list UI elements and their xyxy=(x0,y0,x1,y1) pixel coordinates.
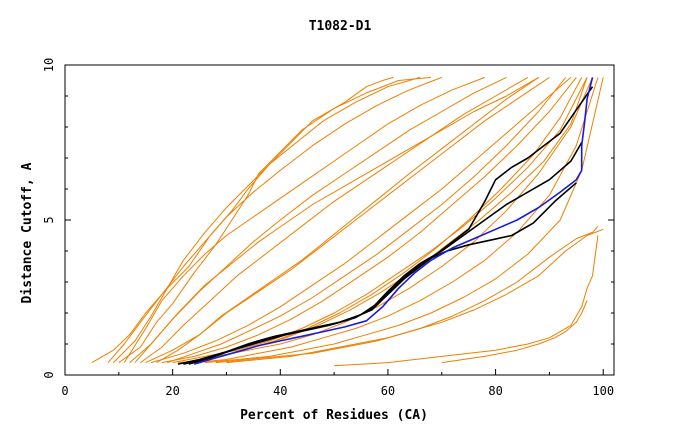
model-curve-12 xyxy=(194,77,599,364)
model-curve-23 xyxy=(441,300,588,364)
y-tick-label: 10 xyxy=(42,58,56,72)
highlight-curve-3 xyxy=(188,182,577,365)
model-curve-22 xyxy=(334,235,599,367)
model-curve-8 xyxy=(161,77,577,364)
x-tick-label: 60 xyxy=(381,384,395,398)
x-tick-label: 20 xyxy=(165,384,179,398)
model-curve-2 xyxy=(107,76,442,363)
highlight-curve-4 xyxy=(193,77,594,365)
x-axis-ticks: 0 20 40 60 80 100 xyxy=(61,369,614,398)
x-tick-label: 40 xyxy=(273,384,287,398)
x-tick-label: 80 xyxy=(488,384,502,398)
plot-area xyxy=(91,76,604,367)
y-tick-label: 5 xyxy=(42,216,56,223)
model-curve-3 xyxy=(118,76,432,364)
model-curve-21 xyxy=(226,225,599,364)
x-axis-label: Percent of Residues (CA) xyxy=(240,408,428,423)
model-curve-19 xyxy=(113,76,421,363)
model-curve-10 xyxy=(134,76,539,363)
model-curve-1 xyxy=(91,76,394,364)
y-tick-label: 0 xyxy=(42,371,56,378)
y-axis-label: Distance Cutoff, A xyxy=(20,162,35,303)
model-curve-15 xyxy=(123,76,485,363)
model-curve-17 xyxy=(167,77,566,364)
highlight-curve-1 xyxy=(177,86,594,365)
model-curve-5 xyxy=(140,76,529,364)
x-tick-label: 100 xyxy=(592,384,614,398)
model-curve-7 xyxy=(150,77,572,364)
x-tick-label: 0 xyxy=(61,384,68,398)
chart-title: T1082-D1 xyxy=(309,19,372,34)
model-curve-14 xyxy=(215,228,604,364)
model-curve-9 xyxy=(172,77,588,364)
model-curve-11 xyxy=(183,77,593,364)
plot-frame xyxy=(64,64,615,376)
model-curve-13 xyxy=(204,77,604,364)
model-curve-16 xyxy=(156,76,539,364)
